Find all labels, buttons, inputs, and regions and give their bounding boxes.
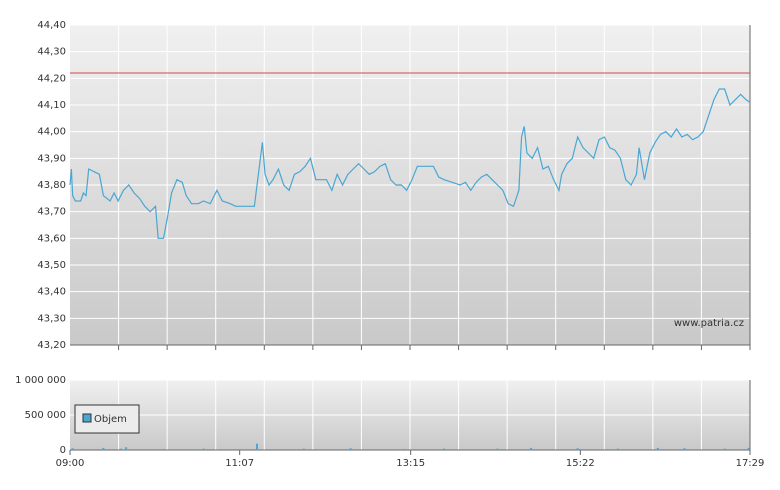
y-tick-label: 500 000 [25,410,66,421]
y-tick-label: 43,80 [37,180,66,191]
x-tick-label: 11:07 [225,458,254,469]
legend-swatch [82,413,92,423]
volume-bar [496,448,499,450]
price-line [69,88,751,239]
x-tick-label: 17:29 [736,458,765,469]
y-tick-label: 1 000 000 [15,375,66,386]
volume-bar [349,448,352,450]
volume-bar [125,447,128,450]
volume-bar [683,448,686,450]
y-tick-label: 43,90 [37,153,66,164]
x-tick-label: 13:15 [396,458,425,469]
y-tick-label: 43,60 [37,233,66,244]
volume-bar [576,448,579,450]
volume-bar [656,447,659,450]
watermark: www.patria.cz [674,318,744,329]
volume-bar [302,448,305,450]
volume-bar [402,448,405,450]
volume-bar [119,448,122,450]
volume-bar [162,448,165,450]
volume-bar [71,448,74,450]
y-tick-label: 43,50 [37,260,66,271]
volume-bar [102,447,105,450]
x-tick-label: 09:00 [56,458,85,469]
y-tick-label: 43,40 [37,287,66,298]
volume-bar [723,448,726,450]
volume-bar [202,448,205,450]
volume-bar [616,448,619,450]
y-tick-label: 44,00 [37,127,66,138]
volume-bar [256,443,259,450]
y-tick-label: 0 [60,445,66,456]
y-tick-label: 43,30 [37,313,66,324]
y-tick-label: 44,20 [37,73,66,84]
y-tick-label: 43,70 [37,207,66,218]
y-tick-label: 43,20 [37,340,66,351]
y-tick-label: 44,30 [37,47,66,58]
y-tick-label: 44,10 [37,100,66,111]
volume-bar [529,447,532,450]
y-tick-label: 44,40 [37,20,66,31]
x-tick-label: 15:22 [566,458,595,469]
volume-bar [747,447,750,450]
legend-label: Objem [94,414,127,425]
volume-bar [443,448,446,450]
